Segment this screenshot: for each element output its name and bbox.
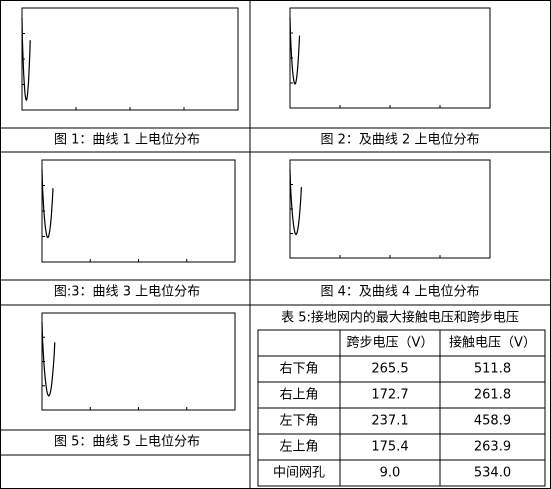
figures [21,7,491,411]
row-label: 左上角 [279,440,318,455]
plot-frame [289,159,491,259]
plot-frame [289,7,491,109]
table-title: 表 5:接地网内的最大接触电压和跨步电压 [281,310,519,326]
potential-curve [289,169,302,236]
figure-caption: 图 2：及曲线 2 上电位分布 [321,133,480,148]
potential-curve [41,322,56,397]
plot-frame [41,159,236,263]
row-label: 右下角 [279,362,318,377]
table-cell: 237.1 [371,414,408,429]
potential-curve [21,17,31,102]
table-cell: 265.5 [371,362,408,377]
table-cell: 263.9 [474,440,511,455]
table: 跨步电压（V） 接触电压（V） 右下角 265.5 511.8 右上角 172.7 261.8… [257,329,546,487]
plot-frame [41,312,236,411]
row-label: 左下角 [279,414,318,429]
table-cell: 175.4 [371,440,408,455]
table-cell: 9.0 [380,466,401,481]
figure-caption: 图:3：曲线 3 上电位分布 [54,285,200,300]
figure-caption: 图 1：曲线 1 上电位分布 [54,133,200,148]
table-cell: 261.8 [474,388,511,403]
potential-curve [41,169,54,239]
table-header: 跨步电压（V） [347,336,434,351]
table-cell: 534.0 [474,466,511,481]
plot-frame [21,7,239,111]
row-label: 中间网孔 [273,466,325,481]
table-cell: 172.7 [371,388,408,403]
table-cell: 511.8 [474,362,511,377]
figure-caption: 图 4：及曲线 4 上电位分布 [321,285,480,300]
row-label: 右上角 [279,388,318,403]
figure-caption: 图 5：曲线 5 上电位分布 [54,435,200,450]
table-header: 接触电压（V） [449,335,536,351]
table-cell: 458.9 [474,414,511,429]
potential-curve [289,17,301,85]
